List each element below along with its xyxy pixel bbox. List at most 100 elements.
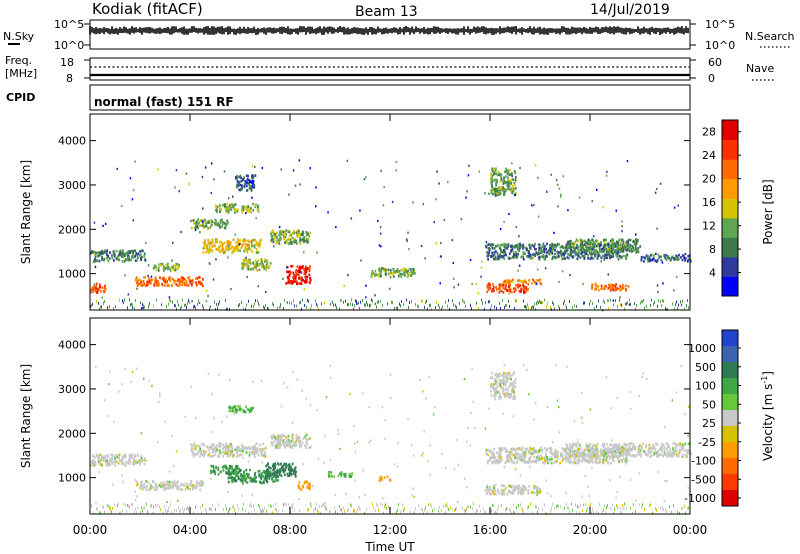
echo-cell [667, 256, 669, 260]
echo-cell [500, 289, 503, 293]
echo-cell [571, 242, 574, 245]
echo-cell [271, 437, 273, 440]
echo-cell [268, 471, 271, 474]
echo-cell [405, 269, 407, 272]
echo-cell [564, 454, 567, 457]
echo-cell [245, 451, 248, 454]
echo-cell [308, 269, 311, 273]
echo-cell [202, 241, 205, 245]
echo-cell [288, 273, 291, 277]
ground-echo [194, 304, 195, 308]
echo-cell [376, 273, 378, 277]
echo-cell [583, 250, 586, 254]
echo-cell [287, 278, 290, 282]
echo-cell [374, 302, 377, 305]
echo-cell [510, 279, 512, 283]
echo-cell [554, 249, 556, 252]
echo-cell [508, 182, 511, 186]
ground-echo [510, 509, 511, 513]
echo-cell [333, 475, 336, 478]
echo-cell [224, 226, 227, 230]
echo-cell [92, 260, 95, 263]
ground-echo [197, 302, 198, 306]
echo-cell [236, 450, 239, 453]
ground-echo [258, 302, 259, 306]
ground-echo [462, 506, 463, 510]
echo-cell [523, 451, 526, 454]
echo-cell [121, 461, 124, 464]
echo-cell [550, 173, 552, 176]
echo-cell [300, 282, 303, 285]
echo-cell [603, 454, 606, 457]
echo-cell [177, 480, 180, 483]
echo-cell [240, 188, 242, 191]
echo-cell [595, 285, 598, 288]
echo-cell [573, 242, 575, 246]
echo-cell [414, 272, 416, 275]
echo-cell [219, 442, 222, 445]
echo-cell [106, 454, 109, 457]
echo-cell [164, 267, 167, 270]
echo-cell [253, 476, 256, 480]
echo-cell [219, 250, 221, 254]
echo-cell [301, 238, 303, 242]
echo-cell [511, 178, 514, 181]
echo-cell [297, 484, 300, 487]
echo-cell [190, 279, 193, 283]
echo-cell [98, 283, 101, 287]
echo-cell [488, 459, 491, 462]
echo-cell [254, 472, 257, 475]
echo-cell [524, 252, 526, 255]
echo-cell [202, 207, 204, 210]
echo-cell [104, 454, 107, 458]
echo-cell [253, 186, 256, 189]
echo-cell [535, 282, 538, 285]
echo-cell [240, 246, 243, 250]
ground-echo [590, 299, 591, 303]
echo-cell [255, 480, 258, 483]
echo-cell [509, 288, 512, 291]
ground-echo [261, 510, 262, 514]
echo-cell [293, 279, 295, 282]
echo-cell [242, 243, 245, 246]
echo-cell [239, 453, 241, 457]
echo-cell [471, 283, 473, 286]
echo-cell [538, 456, 540, 459]
echo-cell [389, 275, 392, 279]
echo-cell [508, 257, 511, 260]
echo-cell [628, 247, 630, 250]
echo-cell [307, 267, 310, 271]
echo-cell [136, 279, 139, 283]
echo-cell [249, 180, 252, 183]
ground-echo [264, 306, 265, 310]
echo-cell [252, 406, 254, 410]
echo-cell [156, 487, 158, 491]
ground-echo [92, 302, 93, 306]
echo-cell [241, 450, 244, 453]
echo-cell [292, 281, 294, 284]
echo-cell [265, 259, 268, 262]
echo-cell [237, 471, 240, 475]
echo-cell [294, 475, 297, 478]
echo-cell [579, 248, 582, 252]
echo-cell [294, 278, 297, 282]
echo-cell [229, 449, 232, 452]
echo-cell [293, 229, 295, 233]
echo-cell [278, 234, 281, 237]
echo-cell [545, 453, 547, 456]
echo-cell [253, 183, 256, 187]
echo-cell [589, 241, 592, 245]
echo-cell [239, 478, 242, 481]
echo-cell [619, 296, 621, 299]
echo-cell [503, 220, 505, 223]
ground-echo [538, 507, 539, 511]
ground-echo [686, 304, 687, 308]
echo-cell [243, 262, 245, 265]
echo-cell [165, 263, 168, 267]
echo-cell [485, 245, 488, 249]
ground-echo [526, 306, 527, 310]
echo-cell [502, 286, 505, 290]
power-colorbar-blocks [721, 119, 739, 297]
echo-cell [286, 439, 288, 442]
echo-cell [222, 469, 225, 472]
